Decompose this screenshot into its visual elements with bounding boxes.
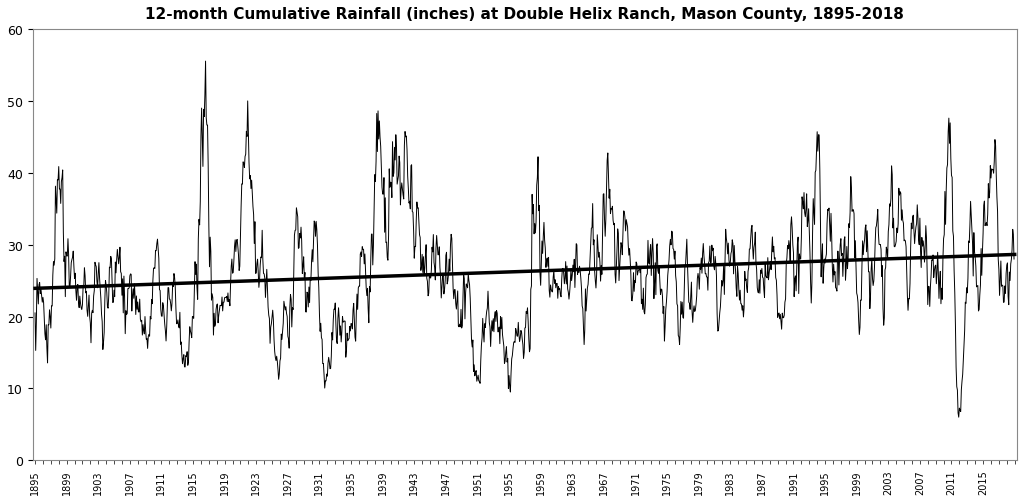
Title: 12-month Cumulative Rainfall (inches) at Double Helix Ranch, Mason County, 1895-: 12-month Cumulative Rainfall (inches) at…: [145, 7, 904, 22]
